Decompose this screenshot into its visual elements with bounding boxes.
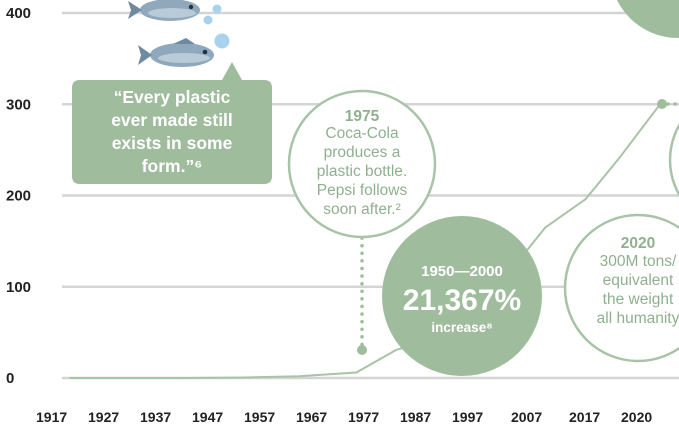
y-tick-label: 400	[6, 5, 31, 22]
event-2020-line-4: all humanity	[597, 310, 679, 327]
quote-line-4: form.”⁶	[142, 156, 203, 176]
data-point	[585, 198, 587, 200]
x-tick-label: 2007	[511, 409, 542, 425]
data-point	[126, 377, 128, 379]
event-1975-line-1: Coca-Cola	[325, 125, 399, 142]
x-tick-label: 2020	[621, 409, 652, 425]
data-point	[241, 377, 243, 379]
event-1975-line-2: produces a	[324, 144, 401, 161]
x-tick-label: 1937	[140, 409, 171, 425]
y-tick-label: 200	[6, 188, 31, 205]
event-1975-year: 1975	[345, 108, 380, 125]
x-tick-label: 1957	[244, 409, 275, 425]
x-tick-label: 1967	[296, 409, 327, 425]
x-tick-label: 1917	[36, 409, 67, 425]
x-tick-label: 1927	[88, 409, 119, 425]
event-2020-marker	[657, 99, 667, 109]
quote-line-2: ever made still	[111, 110, 233, 130]
bubble-icon	[204, 16, 213, 25]
data-point	[184, 377, 186, 379]
fish-icon	[138, 38, 214, 67]
event-2020-line-2: equivalent	[603, 272, 674, 289]
event-1975-line-5: soon after.²	[323, 201, 401, 218]
event-2020-line-1: 300M tons/	[600, 253, 677, 270]
y-axis: 0 100 200 300 400	[6, 5, 31, 387]
data-point	[396, 349, 398, 351]
y-tick-label: 300	[6, 96, 31, 113]
data-point	[619, 156, 621, 158]
y-tick-label: 100	[6, 279, 31, 296]
x-axis: 1917 1927 1937 1947 1957 1967 1977 1987 1997 2007…	[36, 409, 652, 425]
x-tick-label: 2017	[569, 409, 600, 425]
fish-icon	[128, 0, 200, 21]
data-point	[69, 377, 71, 379]
event-2020-year: 2020	[621, 235, 655, 252]
bubble-icon	[213, 5, 222, 14]
top-right-circle	[610, 0, 679, 38]
quote-line-3: exists in some	[112, 133, 233, 153]
x-tick-label: 1987	[400, 409, 431, 425]
increase-value: 21,367%	[403, 284, 521, 317]
increase-range: 1950—2000	[421, 263, 503, 280]
y-tick-label: 0	[6, 370, 14, 387]
x-tick-label: 1997	[452, 409, 483, 425]
event-1975-line-3: plastic bottle.	[317, 163, 407, 180]
data-point	[356, 372, 358, 374]
data-point	[545, 227, 547, 229]
x-tick-label: 1977	[348, 409, 379, 425]
event-1975-line-4: Pepsi follows	[317, 182, 408, 199]
x-tick-label: 1947	[192, 409, 223, 425]
event-1975-marker	[357, 345, 367, 355]
bubble-icon	[215, 34, 230, 49]
event-2020-line-3: the weight	[603, 291, 674, 308]
quote-line-1: “Every plastic	[114, 87, 231, 107]
increase-label: increase⁸	[431, 320, 492, 335]
right-edge-circle	[670, 90, 679, 230]
data-point	[298, 375, 300, 377]
